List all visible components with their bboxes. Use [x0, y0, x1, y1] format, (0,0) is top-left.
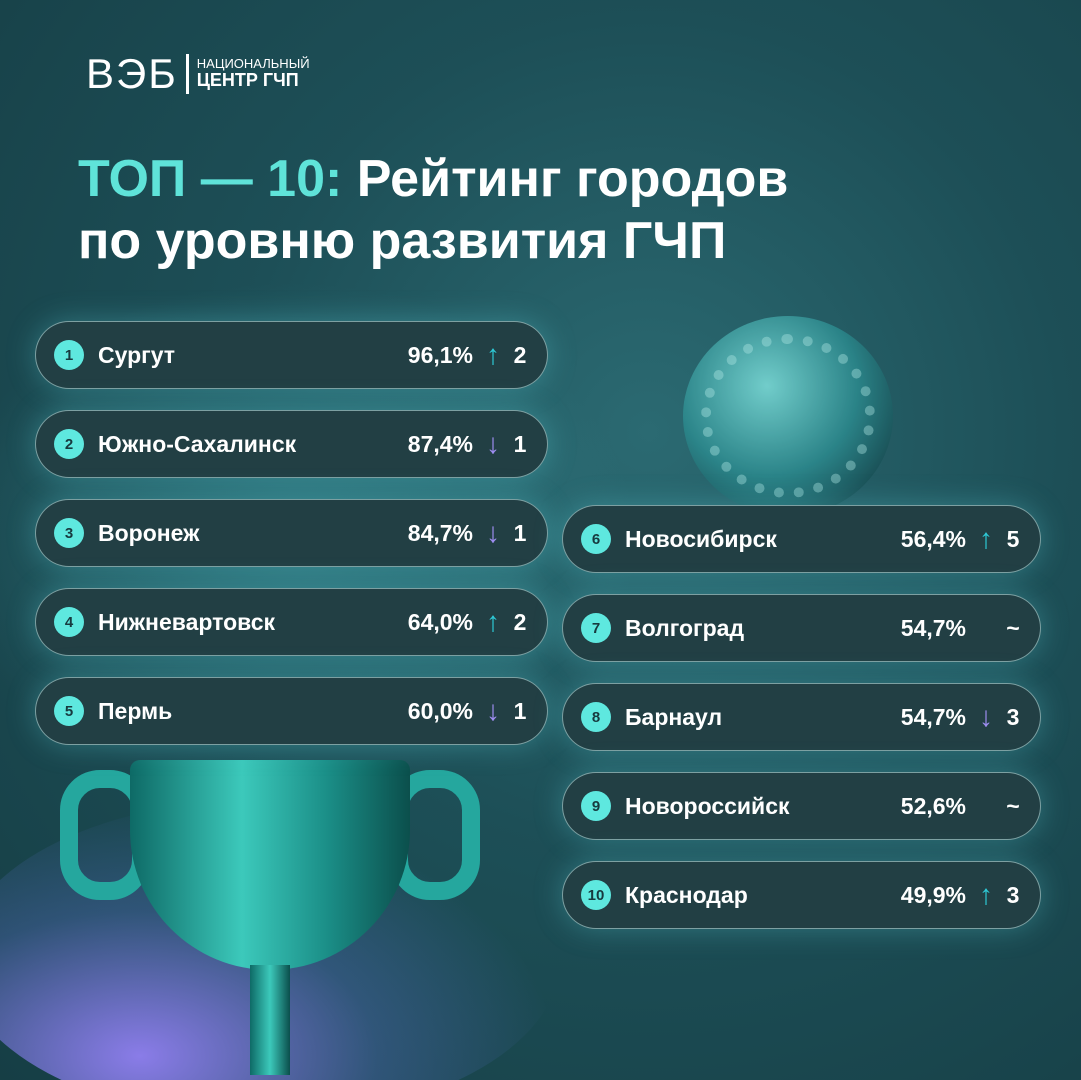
percent-value: 87,4%: [407, 430, 473, 457]
title-accent: ТОП — 10:: [78, 150, 343, 208]
city-name: Сургут: [98, 341, 176, 368]
percent-value: 52,6%: [900, 792, 966, 819]
rank-badge: 8: [581, 702, 611, 732]
percent-value: 96,1%: [407, 341, 473, 368]
rank-change: 1: [513, 697, 527, 724]
rank-badge: 2: [54, 429, 84, 459]
percent-value: 64,0%: [407, 608, 473, 635]
logo-divider: [185, 54, 189, 94]
rank-change: ~: [1006, 792, 1020, 819]
trend-down-icon: ↓: [486, 428, 500, 459]
city-name: Волгоград: [625, 614, 745, 641]
city-name: Барнаул: [625, 703, 723, 730]
percent-value: 60,0%: [407, 697, 473, 724]
trend-up-icon: ↑: [979, 523, 993, 554]
trend-down-icon: ↓: [486, 517, 500, 548]
rank-badge: 1: [54, 340, 84, 370]
trophy-stem: [250, 965, 290, 1075]
rank-badge: 5: [54, 696, 84, 726]
ranking-row: 5 Пермь 60,0% ↓ 1: [35, 677, 548, 745]
rank-change: 1: [513, 430, 527, 457]
trend-up-icon: ↑: [979, 879, 993, 910]
sphere-illustration: [683, 316, 893, 516]
rank-change: ~: [1006, 614, 1020, 641]
logo-line2: ЦЕНТР ГЧП: [196, 70, 299, 91]
city-name: Воронеж: [98, 519, 200, 546]
rank-change: 5: [1006, 525, 1020, 552]
rank-badge: 7: [581, 613, 611, 643]
title-line1: Рейтинг городов: [356, 150, 789, 208]
city-name: Краснодар: [625, 881, 748, 908]
ranking-row: 3 Воронеж 84,7% ↓ 1: [35, 499, 548, 567]
logo-line1: НАЦИОНАЛЬНЫЙ: [196, 55, 310, 71]
percent-value: 84,7%: [407, 519, 473, 546]
ranking-row: 7 Волгоград 54,7% ~: [562, 594, 1041, 662]
rank-change: 2: [513, 608, 527, 635]
trend-up-icon: ↑: [486, 606, 500, 637]
ranking-row: 6 Новосибирск 56,4% ↑ 5: [562, 505, 1041, 573]
rank-change: 2: [513, 341, 527, 368]
ranking-row: 2 Южно-Сахалинск 87,4% ↓ 1: [35, 410, 548, 478]
rank-change: 3: [1006, 703, 1020, 730]
percent-value: 54,7%: [900, 614, 966, 641]
city-name: Пермь: [98, 697, 173, 724]
logo-mark: ВЭБ: [86, 50, 178, 97]
trend-down-icon: ↓: [979, 701, 993, 732]
logo: ВЭБ НАЦИОНАЛЬНЫЙ ЦЕНТР ГЧП: [86, 50, 310, 98]
city-name: Нижневартовск: [98, 608, 275, 635]
percent-value: 54,7%: [900, 703, 966, 730]
rank-badge: 9: [581, 791, 611, 821]
rank-badge: 4: [54, 607, 84, 637]
title-line2: по уровню развития ГЧП: [78, 212, 727, 270]
ranking-row: 1 Сургут 96,1% ↑ 2: [35, 321, 548, 389]
rank-badge: 10: [581, 880, 611, 910]
city-name: Новороссийск: [625, 792, 790, 819]
percent-value: 56,4%: [900, 525, 966, 552]
ranking-row: 9 Новороссийск 52,6% ~: [562, 772, 1041, 840]
rank-badge: 3: [54, 518, 84, 548]
city-name: Новосибирск: [625, 525, 777, 552]
trend-up-icon: ↑: [486, 339, 500, 370]
ranking-row: 8 Барнаул 54,7% ↓ 3: [562, 683, 1041, 751]
trend-down-icon: ↓: [486, 695, 500, 726]
rank-badge: 6: [581, 524, 611, 554]
ranking-row: 10 Краснодар 49,9% ↑ 3: [562, 861, 1041, 929]
rank-change: 1: [513, 519, 527, 546]
ranking-row: 4 Нижневартовск 64,0% ↑ 2: [35, 588, 548, 656]
page-title: ТОП — 10: Рейтинг городов по уровню разв…: [78, 148, 788, 272]
logo-text: НАЦИОНАЛЬНЫЙ ЦЕНТР ГЧП: [196, 55, 310, 91]
city-name: Южно-Сахалинск: [98, 430, 297, 457]
percent-value: 49,9%: [900, 881, 966, 908]
rank-change: 3: [1006, 881, 1020, 908]
